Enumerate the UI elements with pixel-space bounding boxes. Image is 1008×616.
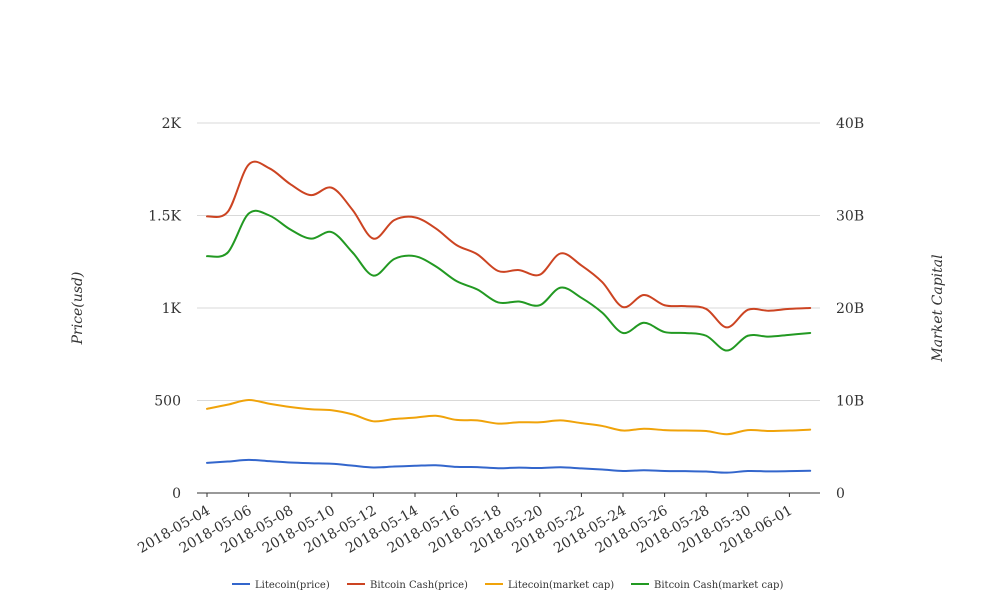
series-line-litecoin-price [206, 458, 812, 474]
legend-item[interactable]: Litecoin(price) [232, 580, 330, 591]
left-y-tick-label: 500 [154, 394, 181, 410]
series-line-bitcoin-cash-price [206, 160, 812, 329]
right-y-tick-label: 10B [836, 394, 864, 410]
legend-label: Bitcoin Cash(price) [370, 580, 468, 591]
x-axis-ticks: 2018-05-042018-05-062018-05-082018-05-10… [135, 493, 795, 557]
right-axis-title: Market Capital [930, 254, 946, 362]
legend: Litecoin(price) Bitcoin Cash(price) Liteco… [232, 580, 783, 591]
legend-label: Litecoin(price) [255, 580, 330, 591]
legend-item[interactable]: Bitcoin Cash(price) [347, 580, 468, 591]
right-y-tick-label: 30B [836, 209, 864, 225]
left-axis-title: Price(usd) [70, 272, 86, 346]
series-lines [206, 160, 812, 474]
left-y-tick-label: 2K [162, 116, 182, 132]
right-y-tick-label: 20B [836, 301, 864, 317]
right-y-tick-label: 40B [836, 116, 864, 132]
right-y-axis-ticks: 0 10B 20B 30B 40B [836, 116, 864, 502]
series-line-litecoin-market-cap [206, 399, 812, 436]
left-y-axis-ticks: 0 500 1K 1.5K 2K [148, 116, 181, 502]
series-line-bitcoin-cash-market-cap [206, 209, 812, 352]
left-y-tick-label: 0 [172, 486, 181, 502]
grid-lines [197, 122, 820, 401]
legend-label: Litecoin(market cap) [508, 580, 614, 591]
legend-label: Bitcoin Cash(market cap) [654, 580, 783, 591]
legend-item[interactable]: Litecoin(market cap) [485, 580, 614, 591]
left-y-tick-label: 1K [162, 301, 182, 317]
right-y-tick-label: 0 [836, 486, 845, 502]
legend-item[interactable]: Bitcoin Cash(market cap) [631, 580, 783, 591]
left-y-tick-label: 1.5K [148, 209, 181, 225]
